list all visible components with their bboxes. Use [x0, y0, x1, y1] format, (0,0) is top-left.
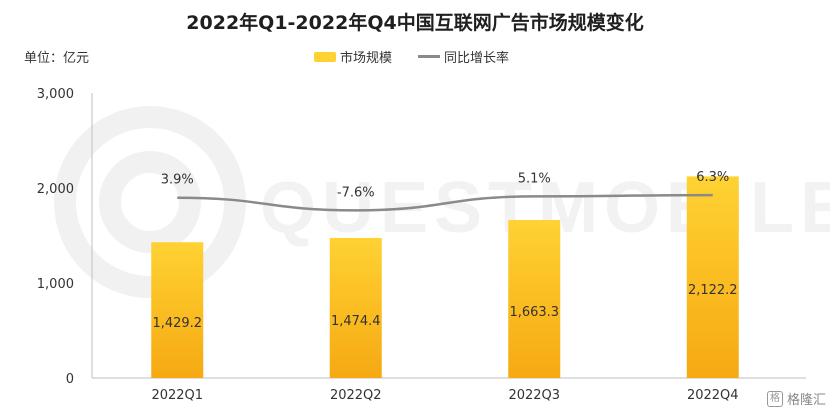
bar-value-label: 1,429.2 [152, 316, 202, 331]
legend-bar-label: 市场规模 [340, 51, 393, 66]
unit-label: 单位：亿元 [24, 51, 90, 66]
growth-rate-label: 3.9% [161, 173, 194, 188]
legend-bar-swatch [314, 51, 336, 62]
y-tick-label: 0 [66, 372, 74, 387]
legend-line-swatch [418, 55, 441, 58]
chart-title: 2022年Q1-2022年Q4中国互联网广告市场规模变化 [186, 12, 644, 34]
growth-rate-label: 6.3% [696, 170, 729, 185]
bar [508, 219, 561, 378]
bar [151, 242, 204, 378]
bar-value-label: 2,122.2 [688, 283, 738, 298]
y-tick-label: 3,000 [37, 87, 74, 102]
y-tick-label: 1,000 [37, 277, 74, 292]
x-tick-label: 2022Q3 [508, 388, 560, 403]
brand-name: 格隆汇 [786, 393, 826, 408]
brand-icon: 格 [766, 390, 783, 407]
legend-item-line: 同比增长率 [418, 47, 509, 66]
legend-item-bar: 市场规模 [314, 47, 392, 66]
bar [686, 176, 739, 378]
growth-rate-label: -7.6% [337, 185, 375, 200]
growth-line [177, 193, 713, 212]
bar-value-label: 1,663.3 [509, 305, 559, 320]
legend: 市场规模 同比增长率 [314, 47, 535, 66]
x-tick-label: 2022Q2 [330, 388, 382, 403]
y-tick-label: 2,000 [37, 182, 74, 197]
x-tick-label: 2022Q1 [151, 388, 203, 403]
bar-value-label: 1,474.4 [331, 314, 381, 329]
brand-mark: 格 格隆汇 [766, 389, 826, 408]
legend-line-label: 同比增长率 [444, 51, 510, 66]
watermark-logo-icon [54, 106, 246, 298]
growth-rate-label: 5.1% [518, 171, 551, 186]
bar [329, 237, 382, 378]
x-tick-label: 2022Q4 [687, 388, 739, 403]
